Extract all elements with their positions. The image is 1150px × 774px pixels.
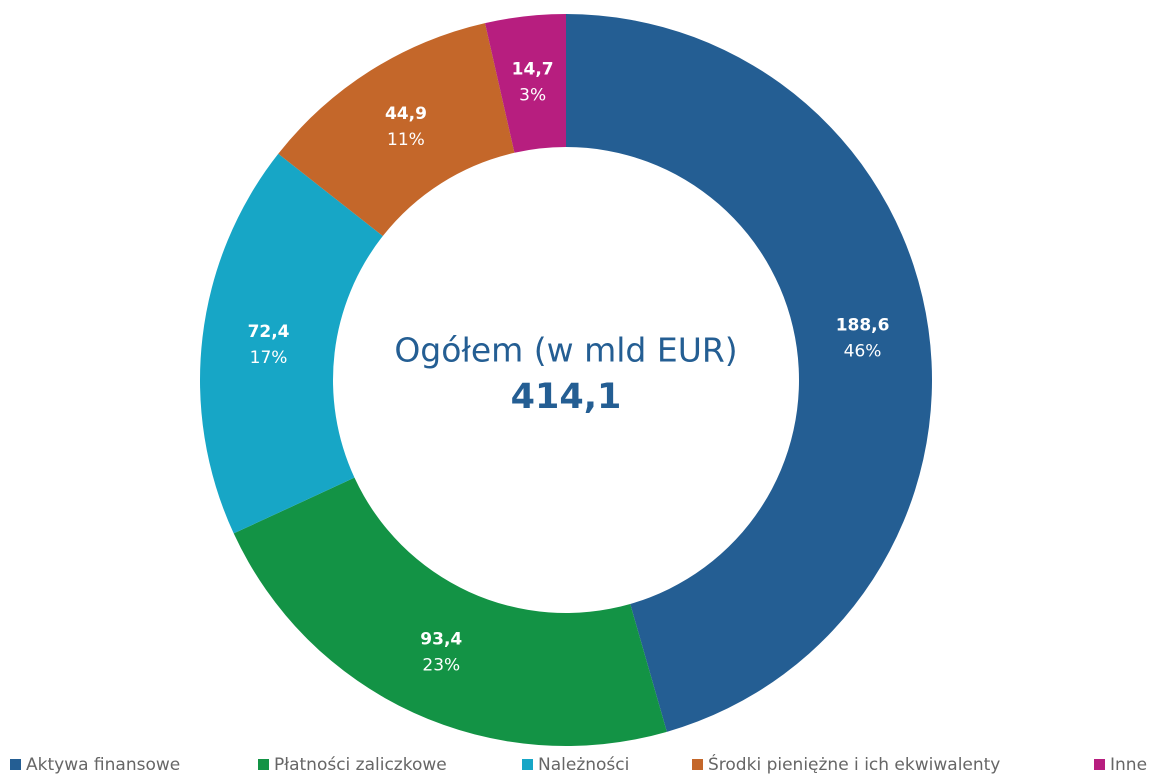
percent-label: 11% (387, 130, 425, 150)
value-label: 44,9 (385, 104, 427, 124)
percent-label: 46% (844, 341, 882, 361)
slice (566, 14, 932, 732)
value-label: 188,6 (836, 315, 890, 335)
value-label: 72,4 (248, 322, 290, 342)
legend-swatch (1094, 759, 1105, 770)
center-total: 414,1 (511, 377, 622, 417)
legend-label: Środki pieniężne i ich ekwiwalenty (708, 753, 1000, 774)
slice (278, 23, 515, 236)
percent-label: 3% (519, 85, 546, 105)
slice (485, 14, 566, 153)
legend-swatch (692, 759, 703, 770)
value-label: 14,7 (512, 59, 554, 79)
slice (200, 153, 383, 534)
slice (233, 477, 667, 746)
value-label: 93,4 (420, 629, 462, 649)
percent-label: 17% (250, 348, 288, 368)
legend-swatch (10, 759, 21, 770)
legend-label: Należności (538, 755, 629, 774)
legend-swatch (522, 759, 533, 770)
legend-label: Aktywa finansowe (26, 755, 180, 774)
center-title: Ogółem (w mld EUR) (394, 331, 737, 370)
legend-label: Inne (1110, 755, 1147, 774)
legend-swatch (258, 759, 269, 770)
legend-label: Płatności zaliczkowe (274, 755, 447, 774)
percent-label: 23% (422, 655, 460, 675)
